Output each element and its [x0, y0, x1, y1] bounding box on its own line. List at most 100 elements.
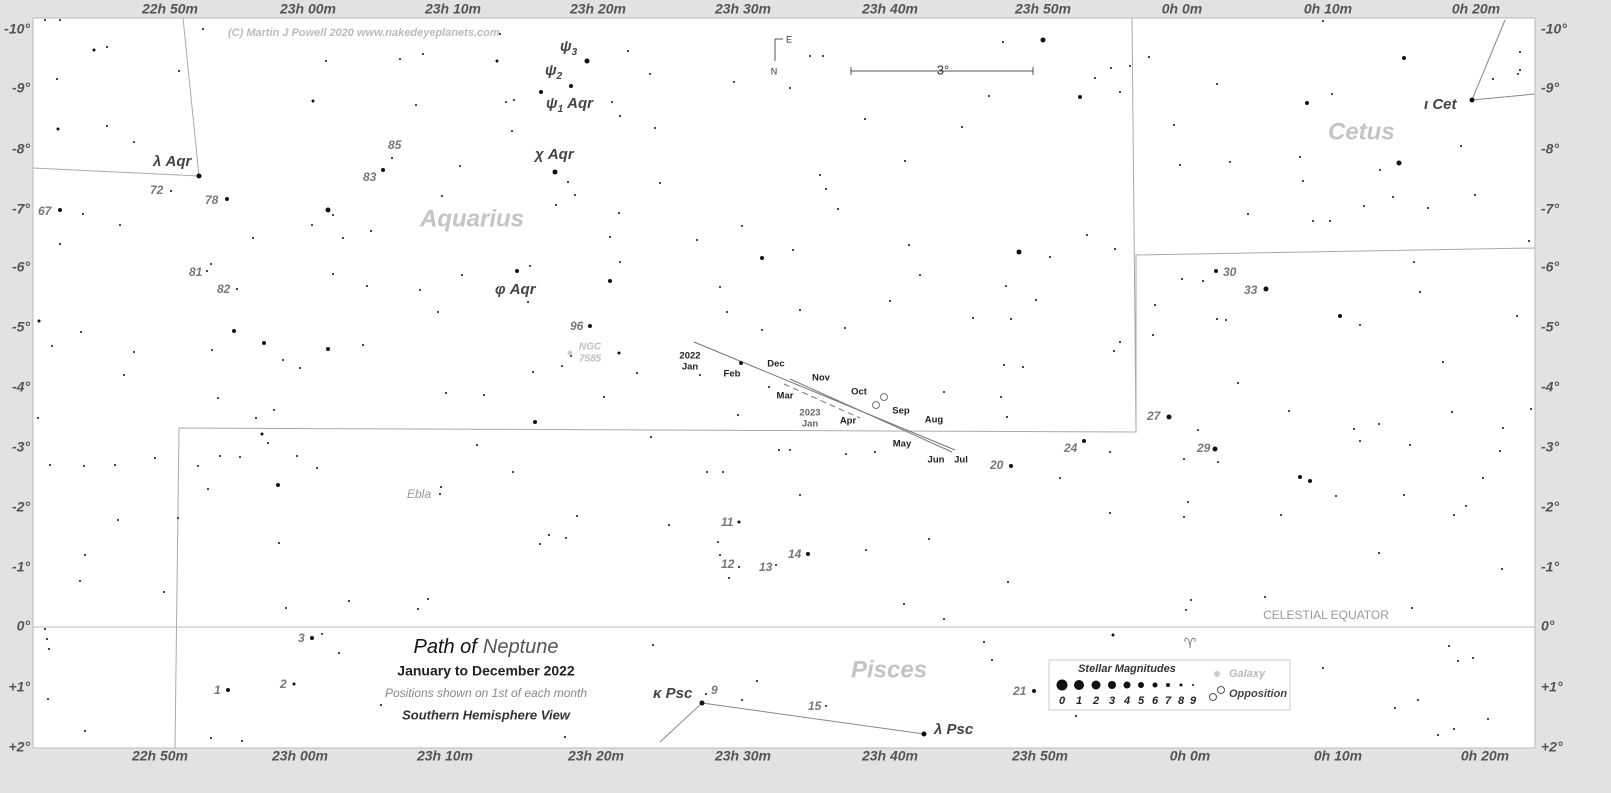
star — [1528, 240, 1530, 242]
ra-label: 23h 30m — [714, 748, 771, 764]
star — [908, 244, 910, 246]
star — [668, 524, 670, 526]
star — [255, 417, 257, 419]
star — [366, 285, 368, 287]
legend-star — [1138, 682, 1144, 688]
star — [617, 351, 621, 355]
flamsteed-number: 29 — [1196, 441, 1211, 455]
star — [163, 591, 165, 593]
star — [1299, 156, 1301, 158]
flamsteed-number: 9 — [711, 683, 718, 697]
star — [133, 351, 135, 353]
ra-label: 23h 20m — [569, 1, 626, 17]
star — [211, 349, 213, 351]
legend-magnitude: 2 — [1092, 695, 1099, 707]
star — [889, 300, 891, 302]
star — [611, 101, 613, 103]
star — [348, 600, 350, 602]
stick-figures — [659, 19, 1536, 743]
star — [51, 345, 53, 347]
dec-label: -6° — [12, 259, 30, 275]
star — [903, 603, 905, 605]
star — [1448, 645, 1450, 647]
flamsteed-number: 3 — [298, 631, 305, 645]
star — [483, 394, 485, 396]
star — [564, 736, 566, 738]
star-label: ι Cet — [1424, 96, 1458, 113]
star-label: κ Psc — [653, 685, 693, 702]
star — [106, 46, 108, 48]
star — [1109, 512, 1111, 514]
star — [1427, 207, 1429, 209]
star — [825, 188, 827, 190]
star — [1501, 568, 1503, 570]
star — [1109, 451, 1111, 453]
path-label: Sep — [892, 406, 910, 417]
flamsteed-number: 83 — [363, 170, 377, 184]
star — [1216, 318, 1218, 320]
star — [1335, 495, 1337, 497]
star — [1111, 633, 1115, 637]
star — [921, 731, 927, 737]
ra-label: 0h 20m — [1452, 1, 1500, 17]
star — [1049, 256, 1051, 258]
star — [1453, 728, 1455, 730]
star — [170, 190, 172, 192]
star — [1469, 97, 1475, 103]
star — [837, 208, 839, 210]
star — [1007, 581, 1009, 583]
legend-opposition-label: Opposition — [1229, 688, 1287, 700]
star — [44, 628, 46, 630]
star — [210, 263, 212, 265]
dec-label: -9° — [1541, 80, 1559, 96]
ra-label: 23h 30m — [714, 1, 771, 17]
star — [1302, 180, 1304, 182]
figure-line — [1471, 19, 1506, 101]
star — [46, 638, 48, 640]
star — [495, 59, 499, 63]
star — [1229, 161, 1231, 163]
star — [527, 301, 529, 303]
star — [1331, 93, 1333, 95]
star — [512, 471, 514, 473]
flamsteed-number: 72 — [150, 183, 164, 197]
dec-label: -3° — [12, 439, 30, 455]
dec-label: -10° — [1541, 21, 1567, 37]
star — [737, 414, 739, 416]
dec-label: -9° — [12, 80, 30, 96]
greek-index: 1 — [558, 104, 564, 115]
star — [756, 680, 758, 682]
star — [569, 84, 573, 88]
star — [733, 81, 735, 83]
star — [1437, 734, 1439, 736]
legend-star — [1152, 682, 1158, 688]
star — [1119, 341, 1121, 343]
star — [1465, 505, 1467, 507]
star — [273, 409, 275, 411]
opposition-marker — [872, 401, 880, 409]
star — [1181, 278, 1183, 280]
dec-label: -4° — [1541, 379, 1559, 395]
star — [226, 688, 230, 692]
star — [1190, 599, 1192, 601]
galaxy — [567, 350, 573, 356]
star — [338, 652, 340, 654]
greek-letter: ψ — [560, 38, 572, 55]
star — [761, 329, 763, 331]
star — [419, 289, 421, 291]
star — [381, 168, 385, 172]
star — [267, 442, 269, 444]
star — [415, 104, 417, 106]
figure-line — [659, 702, 703, 743]
star — [1482, 477, 1484, 479]
star — [311, 99, 315, 103]
star — [1075, 715, 1077, 717]
path-label: Apr — [840, 416, 857, 427]
star — [1129, 65, 1131, 67]
legend-star — [1166, 683, 1170, 687]
star — [1363, 205, 1365, 207]
star — [299, 367, 301, 369]
path-label: Mar — [777, 391, 794, 402]
star — [1094, 77, 1096, 79]
star — [874, 451, 876, 453]
